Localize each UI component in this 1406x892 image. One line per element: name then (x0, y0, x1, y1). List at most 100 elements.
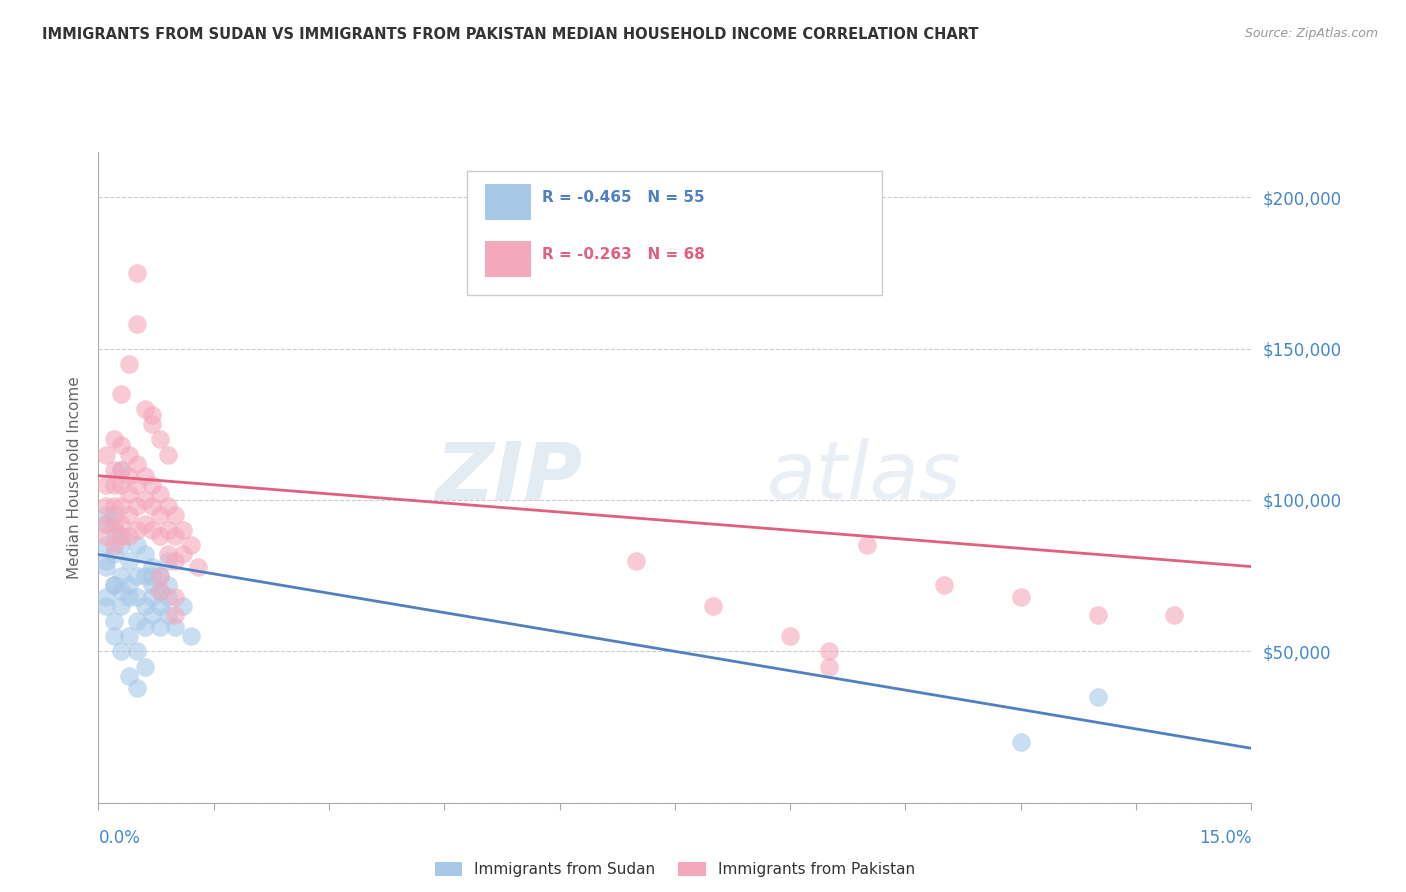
Point (702, 599, 724, 613)
Point (118, 487, 141, 501)
Bar (485, 241, 531, 277)
Point (103, 477, 125, 491)
Point (172, 523, 194, 537)
Point (156, 578, 179, 592)
Point (149, 529, 172, 543)
Point (94, 517, 117, 532)
Point (118, 629, 141, 643)
Point (94, 508, 117, 522)
Point (125, 681, 148, 695)
Point (118, 668, 141, 682)
Point (932, 578, 955, 592)
Point (165, 529, 187, 543)
Text: atlas: atlas (768, 438, 962, 516)
Point (134, 620, 156, 634)
Point (165, 620, 187, 634)
Point (110, 644, 132, 658)
Point (141, 408, 163, 422)
Point (779, 629, 801, 643)
Point (165, 508, 187, 522)
Point (172, 599, 194, 613)
Point (141, 417, 163, 432)
Point (118, 578, 141, 592)
Point (125, 457, 148, 471)
Point (103, 499, 125, 513)
Point (103, 578, 125, 592)
Text: 15.0%: 15.0% (1199, 829, 1251, 847)
Point (180, 629, 202, 643)
Point (134, 517, 156, 532)
Point (856, 538, 879, 552)
Point (94, 529, 117, 543)
Point (1010, 590, 1032, 604)
Point (149, 433, 172, 447)
Text: R = -0.263   N = 68: R = -0.263 N = 68 (543, 247, 706, 262)
Point (149, 620, 172, 634)
Legend: Immigrants from Sudan, Immigrants from Pakistan: Immigrants from Sudan, Immigrants from P… (429, 856, 921, 883)
Point (125, 590, 148, 604)
Point (110, 477, 132, 491)
Point (149, 599, 172, 613)
FancyBboxPatch shape (467, 171, 883, 295)
Text: 0.0%: 0.0% (98, 829, 141, 847)
Point (125, 614, 148, 628)
Point (125, 644, 148, 658)
Text: R = -0.465   N = 55: R = -0.465 N = 55 (543, 190, 704, 205)
Point (817, 644, 839, 658)
Point (103, 517, 125, 532)
Point (134, 548, 156, 562)
Point (125, 318, 148, 332)
Point (180, 538, 202, 552)
Point (125, 499, 148, 513)
Point (156, 523, 179, 537)
Point (110, 568, 132, 582)
Point (103, 508, 125, 522)
Point (103, 629, 125, 643)
Point (118, 529, 141, 543)
Point (103, 523, 125, 537)
Point (141, 559, 163, 574)
Point (141, 568, 163, 582)
Point (110, 387, 132, 401)
Point (103, 548, 125, 562)
Point (110, 517, 132, 532)
Text: ZIP: ZIP (436, 438, 582, 516)
Point (110, 529, 132, 543)
Point (94, 499, 117, 513)
Point (156, 553, 179, 567)
Point (110, 463, 132, 477)
Point (149, 487, 172, 501)
Point (165, 590, 187, 604)
Point (134, 568, 156, 582)
Point (156, 590, 179, 604)
Point (141, 578, 163, 592)
Point (149, 508, 172, 522)
Point (156, 607, 179, 622)
Point (94, 477, 117, 491)
Point (149, 568, 172, 582)
Point (172, 548, 194, 562)
Point (94, 538, 117, 552)
Point (1010, 735, 1032, 749)
Point (141, 499, 163, 513)
Point (110, 463, 132, 477)
Point (125, 266, 148, 280)
Point (149, 583, 172, 598)
Point (125, 568, 148, 582)
Point (94, 448, 117, 462)
Point (165, 607, 187, 622)
Point (94, 590, 117, 604)
Point (156, 499, 179, 513)
Point (103, 433, 125, 447)
Point (134, 599, 156, 613)
Point (118, 468, 141, 483)
Point (626, 553, 648, 567)
Point (187, 559, 209, 574)
Bar (485, 185, 531, 220)
Point (103, 463, 125, 477)
Point (125, 523, 148, 537)
Point (110, 583, 132, 598)
Point (118, 508, 141, 522)
Point (1087, 607, 1109, 622)
Point (1163, 607, 1185, 622)
